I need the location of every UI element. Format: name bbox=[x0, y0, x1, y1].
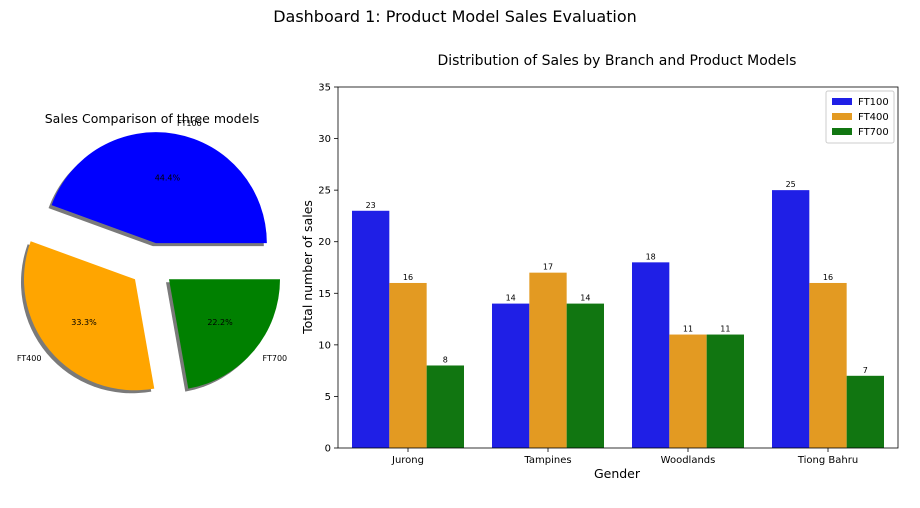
y-axis-ticks: 0 5 10 15 20 25 30 35 bbox=[318, 83, 338, 455]
bar-ft400-tiong-bahru bbox=[809, 282, 847, 448]
x-tick-label: Tampines bbox=[523, 455, 571, 466]
bar-value-label: 18 bbox=[646, 252, 656, 261]
y-tick-label: 20 bbox=[318, 237, 331, 248]
pie-slice-ft700-percent-label: 22.2% bbox=[207, 318, 233, 327]
bar-ft700-jurong bbox=[426, 365, 464, 448]
bar-value-label: 11 bbox=[720, 325, 730, 334]
legend-swatch-ft400 bbox=[832, 113, 852, 120]
bar-value-label: 16 bbox=[823, 273, 833, 282]
y-tick-label: 30 bbox=[318, 134, 331, 145]
bar-value-label: 14 bbox=[506, 294, 516, 303]
pie-slice-ft400 bbox=[23, 241, 155, 391]
legend-swatch-ft700 bbox=[832, 128, 852, 135]
bar-axes bbox=[337, 86, 899, 449]
bar-value-label: 11 bbox=[683, 325, 693, 334]
bar-value-label: 17 bbox=[543, 263, 553, 272]
pie-slice-ft700 bbox=[169, 279, 281, 389]
dashboard-title: Dashboard 1: Product Model Sales Evaluat… bbox=[273, 7, 637, 26]
x-tick-label: Tiong Bahru bbox=[797, 455, 858, 466]
y-tick-label: 5 bbox=[325, 392, 331, 403]
y-tick-label: 35 bbox=[318, 83, 331, 94]
bar-value-label: 23 bbox=[366, 201, 376, 210]
bar-chart-title: Distribution of Sales by Branch and Prod… bbox=[438, 53, 797, 69]
bar-ft100-jurong bbox=[352, 210, 390, 448]
pie-slice-ft400-percent-label: 33.3% bbox=[71, 318, 97, 327]
legend-label-ft400: FT400 bbox=[858, 112, 889, 123]
legend-label-ft100: FT100 bbox=[858, 97, 889, 108]
bar-ft400-woodlands bbox=[669, 334, 707, 448]
y-tick-label: 10 bbox=[318, 340, 331, 351]
pie-slice-ft100-percent-label: 44.4% bbox=[155, 174, 181, 183]
bar-value-label: 25 bbox=[786, 180, 796, 189]
pie-slice-ft400-name-label: FT400 bbox=[17, 354, 42, 363]
bar-value-label: 14 bbox=[580, 294, 590, 303]
bar-value-label: 16 bbox=[403, 273, 413, 282]
pie-slice-ft100-name-label: FT100 bbox=[177, 119, 202, 128]
bar-value-label: 7 bbox=[863, 366, 868, 375]
plot-frame bbox=[337, 86, 899, 449]
bar-ft700-woodlands bbox=[706, 334, 744, 448]
bar-ft100-tampines bbox=[492, 303, 530, 448]
x-tick-label: Woodlands bbox=[661, 455, 716, 466]
bar-ft400-tampines bbox=[529, 272, 567, 448]
pie-slice-ft100 bbox=[51, 132, 267, 244]
bar-series bbox=[352, 190, 884, 448]
bar-value-labels: 23 14 18 25 16 17 11 16 8 14 11 7 bbox=[366, 180, 868, 375]
pie-labels: 44.4% FT100 33.3% FT400 22.2% FT700 bbox=[17, 119, 287, 363]
pie-title: Sales Comparison of three models bbox=[45, 111, 260, 126]
x-tick-label: Jurong bbox=[391, 455, 424, 466]
pie-slice-ft700-name-label: FT700 bbox=[263, 354, 288, 363]
bar-value-label: 8 bbox=[443, 355, 448, 364]
bar-ft100-tiong-bahru bbox=[772, 190, 810, 448]
legend-swatch-ft100 bbox=[832, 98, 852, 105]
x-axis-label: Gender bbox=[594, 466, 641, 481]
legend-label-ft700: FT700 bbox=[858, 127, 889, 138]
y-tick-label: 15 bbox=[318, 289, 331, 300]
bar-ft100-woodlands bbox=[632, 262, 670, 448]
bar-ft400-jurong bbox=[389, 282, 427, 448]
pie-chart: Sales Comparison of three models 44.4% FT… bbox=[17, 111, 287, 394]
bar-ft700-tiong-bahru bbox=[846, 375, 884, 448]
y-axis-label: Total number of sales bbox=[300, 200, 315, 335]
pie-slices bbox=[23, 132, 281, 391]
bar-chart: Distribution of Sales by Branch and Prod… bbox=[300, 53, 899, 481]
y-tick-label: 0 bbox=[325, 444, 331, 455]
x-axis-ticks: Jurong Tampines Woodlands Tiong Bahru bbox=[391, 448, 858, 466]
legend: FT100 FT400 FT700 bbox=[825, 90, 895, 144]
y-tick-label: 25 bbox=[318, 186, 331, 197]
bar-ft700-tampines bbox=[566, 303, 604, 448]
